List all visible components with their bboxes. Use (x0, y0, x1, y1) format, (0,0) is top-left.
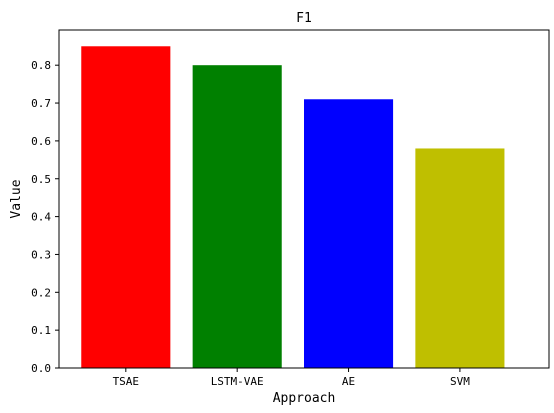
y-tick-label: 0.3 (31, 248, 51, 261)
y-tick-label: 0.5 (31, 173, 51, 186)
bar-lstm-vae (192, 65, 282, 368)
x-tick-label: TSAE (113, 375, 140, 388)
y-tick-label: 0.6 (31, 135, 51, 148)
x-tick-label: LSTM-VAE (211, 375, 264, 388)
y-tick-label: 0.1 (31, 324, 51, 337)
bars-group (81, 46, 505, 369)
y-tick-label: 0.7 (31, 97, 51, 110)
x-tick-label: SVM (450, 375, 470, 388)
y-tick-label: 0.8 (31, 59, 51, 72)
y-tick-label: 0.4 (31, 211, 51, 224)
bar-svm (415, 148, 505, 368)
x-tick-label: AE (342, 375, 355, 388)
y-tick-label: 0.0 (31, 362, 51, 375)
x-axis-ticks: TSAE LSTM-VAE AE SVM (113, 368, 470, 388)
y-tick-label: 0.2 (31, 286, 51, 299)
chart-title: F1 (296, 11, 312, 26)
x-axis-label: Approach (273, 391, 336, 406)
bar-ae (304, 99, 394, 369)
y-axis-ticks: 0.0 0.1 0.2 0.3 0.4 0.5 0.6 0.7 0.8 (31, 59, 59, 375)
plot-frame (58, 29, 550, 369)
bar-tsae (81, 46, 171, 368)
y-axis-label: Value (9, 179, 24, 218)
